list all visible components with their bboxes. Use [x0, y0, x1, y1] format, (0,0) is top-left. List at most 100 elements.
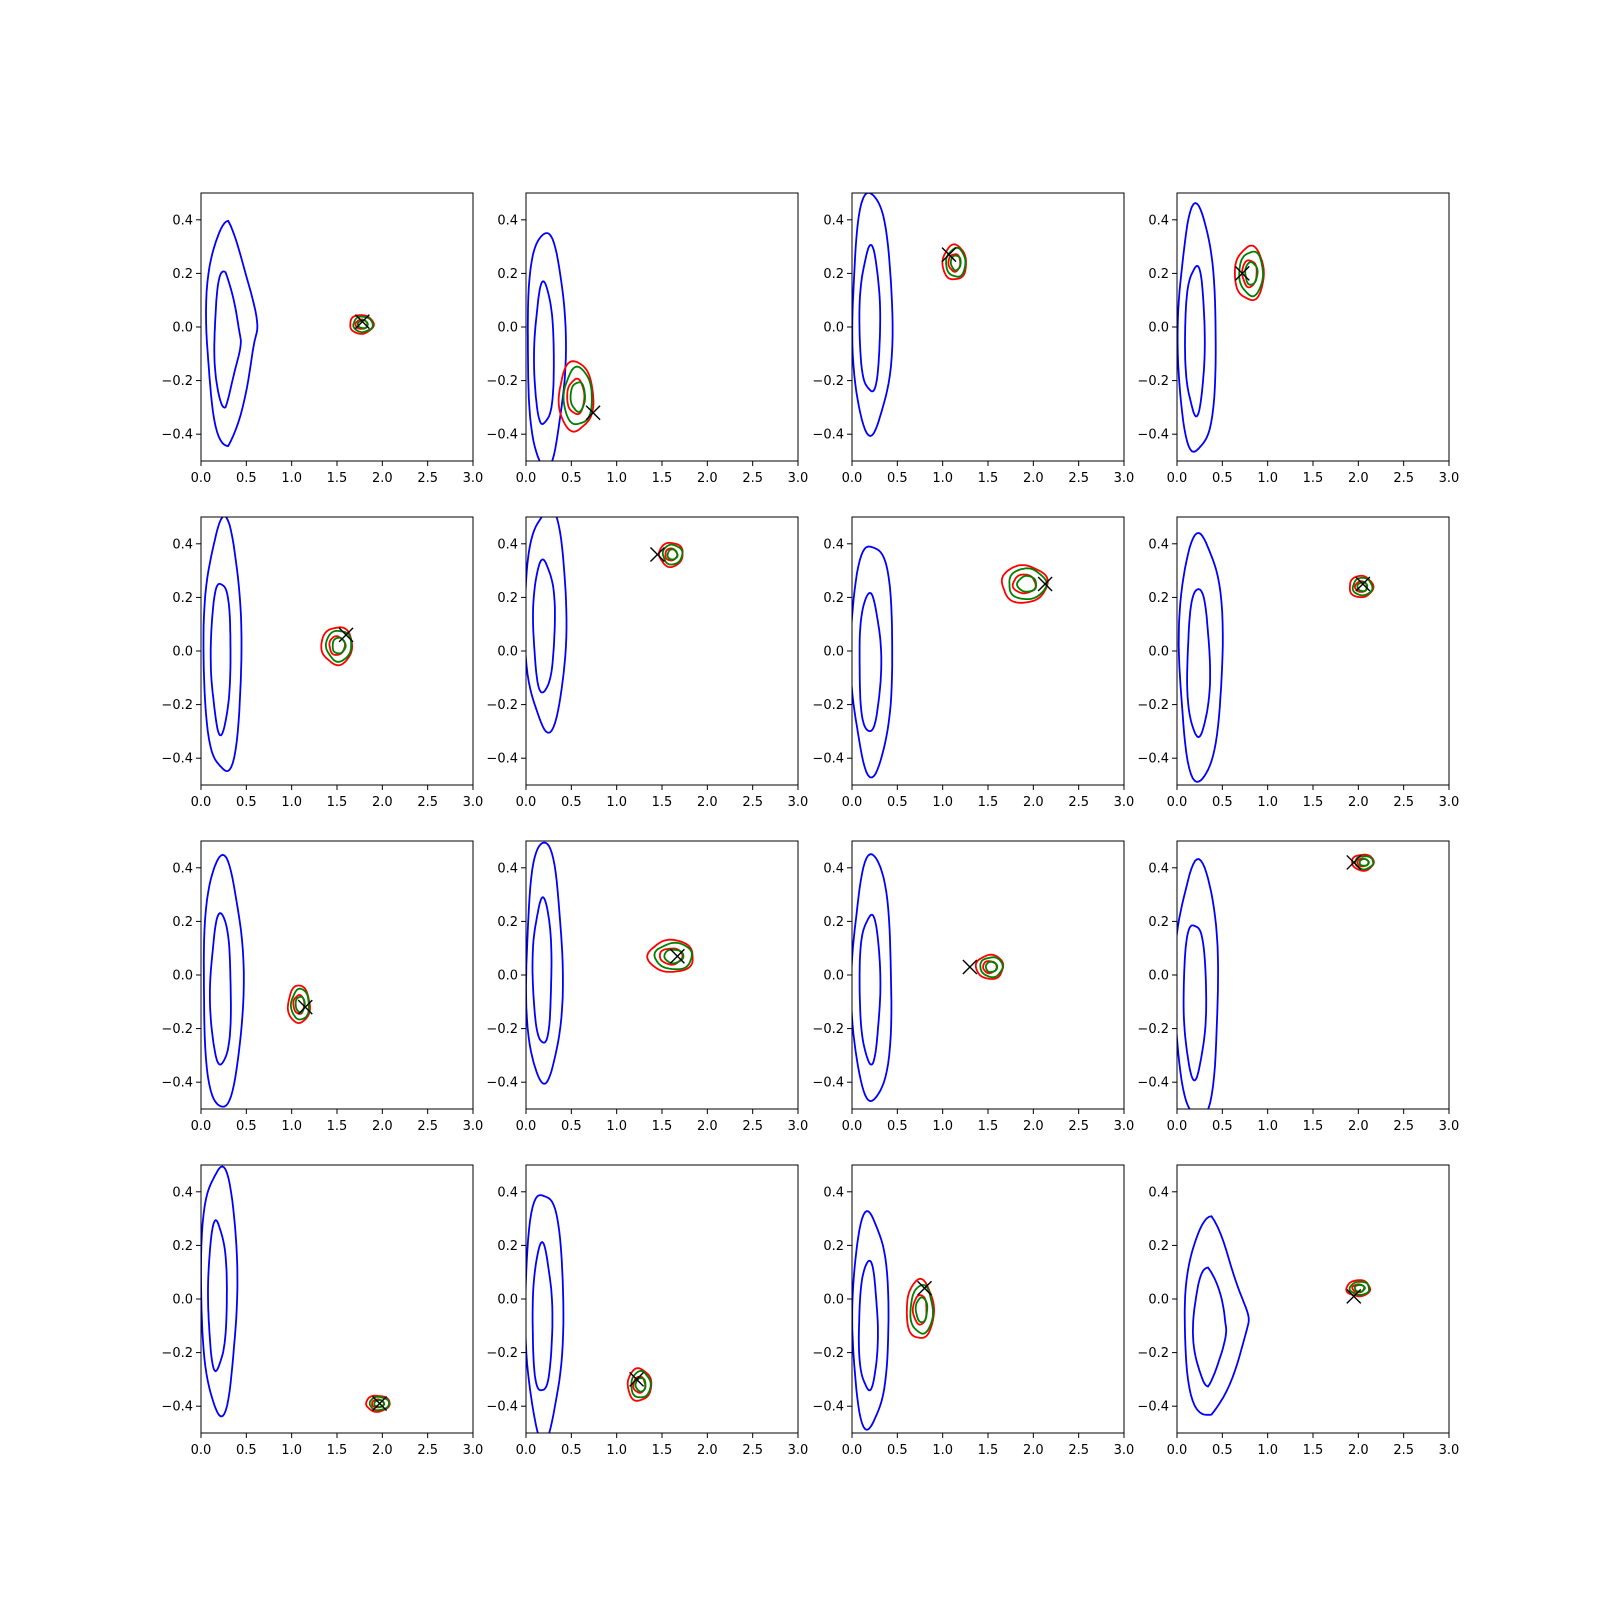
x-tick-label: 2.5 — [1068, 1119, 1089, 1134]
x-tick-label: 2.0 — [372, 471, 393, 486]
marker-stroke — [669, 948, 685, 964]
x-tick-label: 1.5 — [652, 795, 673, 810]
x-tick-label: 1.0 — [1257, 1443, 1278, 1458]
true-value-marker — [941, 247, 957, 263]
subplot-11: 0.0 0.5 1.0 1.5 2.0 2.5 3.0 −0.4 −0.2 0.0 0.2 0.4 — [812, 840, 1134, 1134]
subplot-9: 0.0 0.5 1.0 1.5 2.0 2.5 3.0 −0.4 −0.2 0.0 0.2 0.4 — [161, 840, 484, 1134]
red-contour-outer — [646, 938, 694, 973]
x-tick-label: 3.0 — [463, 1443, 484, 1458]
subplot-6: 0.0 0.5 1.0 1.5 2.0 2.5 3.0 −0.4 −0.2 0.0 0.2 0.4 — [486, 516, 808, 810]
green-contour-outer — [1238, 250, 1264, 298]
marker-stroke — [941, 247, 957, 263]
red-contour-outer — [286, 984, 311, 1025]
marker-stroke — [338, 627, 354, 643]
x-tick-label: 0.0 — [191, 1443, 212, 1458]
plot-area — [1177, 532, 1375, 783]
x-tick-label: 1.5 — [1303, 471, 1324, 486]
broad-contour-inner — [531, 896, 553, 1044]
x-tick-label: 2.5 — [1393, 471, 1414, 486]
x-tick-label: 1.0 — [281, 1119, 302, 1134]
marker-stroke — [1037, 576, 1053, 592]
x-tick-label: 2.0 — [1348, 1443, 1369, 1458]
x-tick-label: 1.5 — [327, 795, 348, 810]
green-contour-outer — [562, 365, 593, 426]
plot-area — [205, 219, 375, 447]
x-tick-label: 2.0 — [697, 1443, 718, 1458]
broad-contour-outer — [1177, 202, 1217, 453]
subplot-5: 0.0 0.5 1.0 1.5 2.0 2.5 3.0 −0.4 −0.2 0.0 0.2 0.4 — [161, 516, 483, 810]
marker-stroke — [1346, 1288, 1362, 1304]
y-tick-label: −0.2 — [812, 374, 844, 389]
x-tick-label: 0.0 — [191, 471, 212, 486]
y-tick-label: 0.4 — [823, 537, 844, 552]
x-tick-label: 1.5 — [652, 1119, 673, 1134]
y-tick-label: 0.2 — [497, 1239, 518, 1254]
broad-contour-inner — [1186, 588, 1211, 739]
x-tick-label: 3.0 — [463, 1119, 484, 1134]
green-contour-inner — [1358, 858, 1370, 867]
red-contour-outer — [1349, 574, 1375, 599]
true-value-marker — [1346, 854, 1362, 870]
x-tick-label: 2.5 — [1068, 795, 1089, 810]
marker-stroke — [354, 314, 370, 330]
true-value-marker — [649, 547, 665, 563]
true-value-marker — [354, 314, 370, 330]
red-contour-outer — [557, 360, 595, 433]
y-tick-label: 0.4 — [1148, 537, 1169, 552]
true-value-marker — [338, 627, 354, 643]
x-tick-label: 3.0 — [463, 471, 484, 486]
x-tick-label: 2.0 — [372, 1119, 393, 1134]
subplot-16: 0.0 0.5 1.0 1.5 2.0 2.5 3.0 −0.4 −0.2 0.0 0.2 0.4 — [1137, 1164, 1459, 1458]
y-tick-label: −0.4 — [812, 1400, 844, 1415]
y-tick-label: −0.2 — [486, 1346, 518, 1361]
red-contour-outer — [974, 953, 1005, 980]
true-value-marker — [1037, 576, 1053, 592]
x-tick-label: 0.0 — [1167, 1119, 1188, 1134]
x-tick-label: 2.0 — [372, 795, 393, 810]
y-tick-label: 0.0 — [497, 1293, 518, 1308]
y-tick-label: 0.4 — [172, 1185, 193, 1200]
x-tick-label: 1.0 — [932, 1119, 953, 1134]
x-tick-label: 2.0 — [697, 1119, 718, 1134]
green-contour-outer — [1008, 567, 1048, 600]
y-tick-label: −0.4 — [161, 1400, 193, 1415]
x-tick-label: 1.0 — [606, 795, 627, 810]
x-tick-label: 2.5 — [1393, 1443, 1414, 1458]
x-tick-label: 0.0 — [516, 795, 537, 810]
y-tick-label: −0.4 — [161, 1076, 193, 1091]
y-tick-label: 0.2 — [823, 1239, 844, 1254]
x-tick-label: 1.5 — [978, 795, 999, 810]
red-contour-outer — [658, 541, 684, 568]
true-value-marker — [372, 1396, 388, 1412]
x-tick-label: 1.5 — [978, 1119, 999, 1134]
green-contour-outer — [325, 630, 353, 663]
true-value-marker — [297, 999, 313, 1015]
y-tick-label: 0.4 — [172, 861, 193, 876]
y-tick-label: −0.2 — [1137, 1022, 1169, 1037]
y-tick-label: −0.2 — [161, 698, 193, 713]
y-tick-label: 0.0 — [172, 969, 193, 984]
plot-area — [202, 853, 313, 1108]
broad-contour-inner — [858, 243, 882, 393]
x-tick-label: 2.0 — [1023, 1443, 1044, 1458]
x-tick-label: 0.5 — [887, 1119, 908, 1134]
marker-stroke — [649, 547, 665, 563]
y-tick-label: −0.4 — [486, 1076, 518, 1091]
marker-stroke — [962, 959, 978, 975]
y-tick-label: −0.2 — [812, 1346, 844, 1361]
x-tick-label: 1.0 — [606, 471, 627, 486]
x-tick-label: 1.5 — [1303, 1443, 1324, 1458]
y-tick-label: −0.4 — [812, 1076, 844, 1091]
x-tick-label: 0.5 — [561, 1119, 582, 1134]
x-tick-label: 2.0 — [1348, 1119, 1369, 1134]
y-tick-label: 0.4 — [823, 1185, 844, 1200]
x-tick-label: 1.5 — [1303, 1119, 1324, 1134]
x-tick-label: 0.0 — [842, 1119, 863, 1134]
x-tick-label: 1.0 — [932, 1443, 953, 1458]
broad-contour-outer — [852, 853, 893, 1103]
green-contour-inner — [663, 948, 685, 965]
y-tick-label: −0.4 — [486, 428, 518, 443]
x-tick-label: 3.0 — [788, 471, 809, 486]
y-tick-label: 0.2 — [497, 591, 518, 606]
